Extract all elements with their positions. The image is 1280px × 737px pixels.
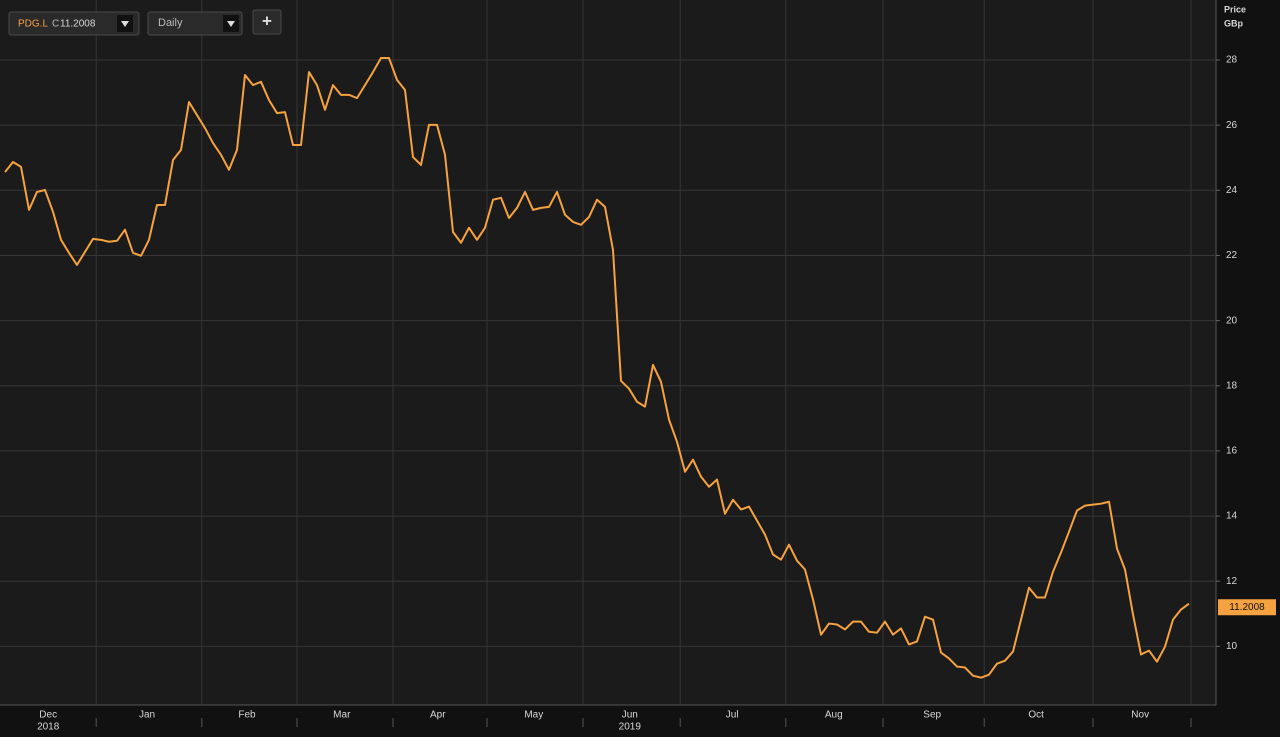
x-tick-label: Feb [238,710,256,721]
x-tick-label: Dec [39,710,57,721]
last-price-badge [1218,599,1276,616]
y-axis-label: Price [1224,4,1246,14]
close-value: 11.2008 [60,19,96,30]
y-tick-label: 24 [1226,185,1238,196]
x-tick-label: Nov [1131,710,1149,721]
y-tick-label: 16 [1226,446,1238,457]
ticker: PDG.L [18,19,48,30]
dropdown-arrow [227,21,235,27]
dropdown-arrow [121,21,129,27]
price-line [4,57,1190,679]
add-label: + [262,11,272,30]
x-tick-label: Apr [430,710,446,721]
x-tick-label: Jan [139,710,155,721]
marks [4,57,1190,679]
x-tick-label: Mar [333,710,351,721]
y-axis-panel [1216,0,1280,737]
year-label: 2018 [37,722,60,733]
x-tick-label: May [524,710,543,721]
x-tick-label: Jul [726,710,739,721]
y-tick-label: 10 [1226,641,1238,652]
last-price-label: 11.2008 [1229,602,1265,613]
y-tick-label: 14 [1226,511,1238,522]
y-tick-label: 18 [1226,380,1238,391]
toolbar: PDG.L C 11.2008 Daily + [8,9,282,36]
y-tick-label: 26 [1226,120,1238,131]
interval: Daily [158,17,183,29]
interval-box[interactable] [147,11,243,36]
x-tick-label: Oct [1028,710,1044,721]
x-axis-panel [0,705,1216,737]
grid [0,0,1215,705]
x-tick-label: Aug [825,710,843,721]
y-tick-label: 28 [1226,55,1238,66]
close-prefix: C [52,19,59,30]
x-tick-label: Sep [923,710,941,721]
y-tick-label: 22 [1226,250,1238,261]
symbol-box[interactable] [8,11,140,36]
y-tick-label: 12 [1226,576,1238,587]
add-button[interactable] [252,9,282,35]
y-tick-label: 20 [1226,315,1238,326]
x-tick-label: Jun [622,710,638,721]
year-label: 2019 [619,722,642,733]
y-axis-label: GBp [1224,18,1244,28]
